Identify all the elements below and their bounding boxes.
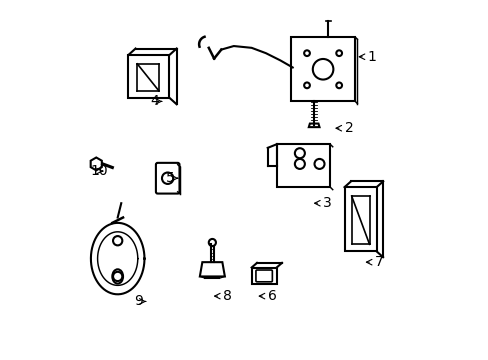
Text: 4: 4	[149, 94, 161, 108]
Text: 8: 8	[214, 289, 231, 303]
Text: 10: 10	[91, 164, 108, 178]
Text: 5: 5	[165, 171, 177, 185]
Text: 9: 9	[134, 294, 145, 309]
Text: 7: 7	[366, 255, 383, 269]
Text: 3: 3	[314, 196, 331, 210]
Text: 1: 1	[359, 50, 376, 64]
Text: 6: 6	[259, 289, 276, 303]
Text: 2: 2	[335, 121, 352, 135]
